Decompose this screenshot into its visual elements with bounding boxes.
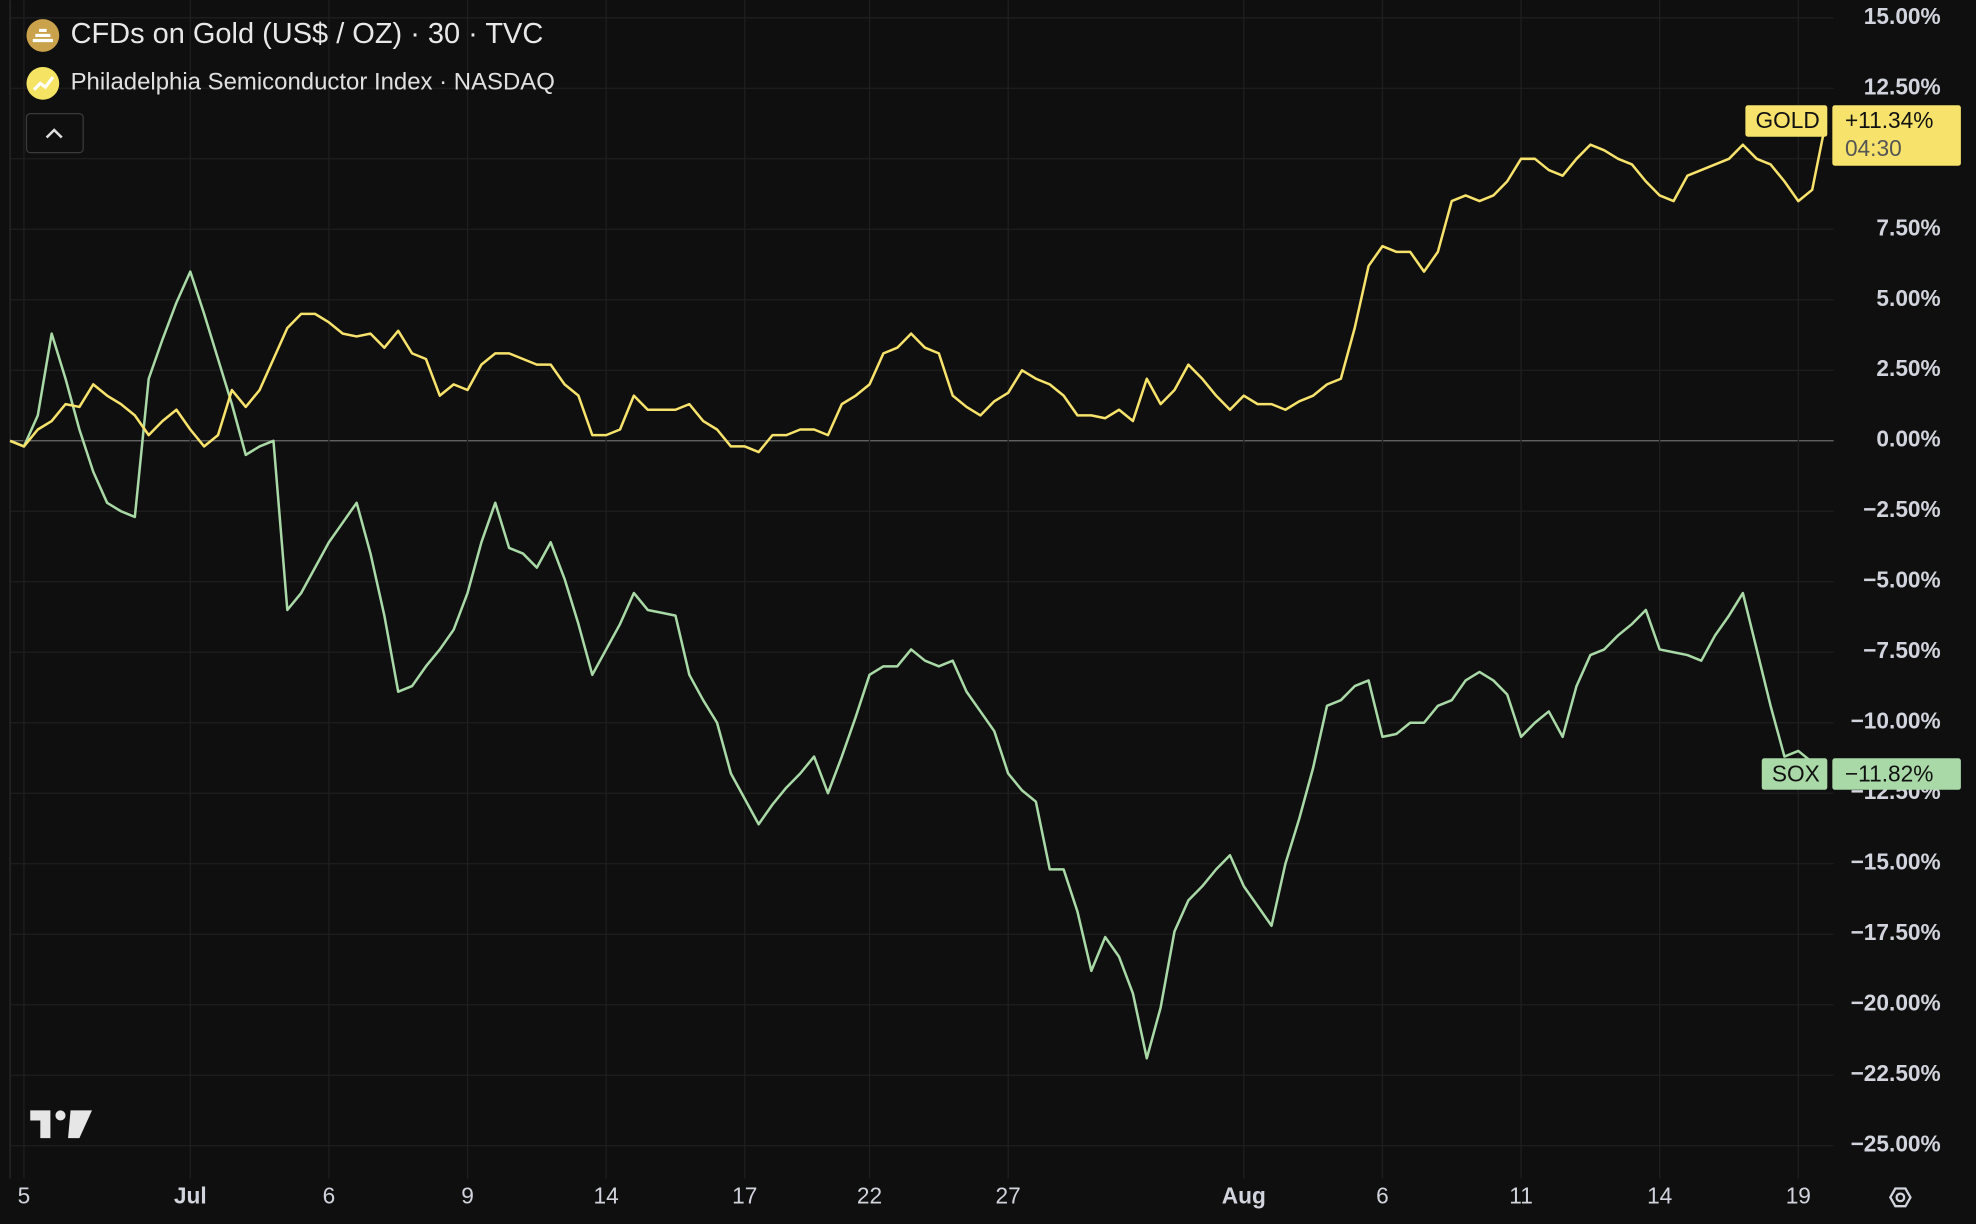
tv-logo [30,1110,92,1139]
x-tick-label: 22 [857,1182,882,1208]
legend-item[interactable]: Philadelphia Semiconductor Index · NASDA… [71,69,555,96]
y-tick-label: −17.50% [1851,919,1941,945]
x-tick-label: 6 [323,1182,336,1208]
y-tick-label: −20.00% [1851,990,1941,1016]
y-tick-label: −15.00% [1851,849,1941,875]
logo-part [55,1110,66,1121]
y-tick-label: −5.00% [1863,567,1941,593]
y-tick-label: 5.00% [1876,285,1940,311]
y-tick-label: 0.00% [1876,426,1940,452]
y-tick-label: 2.50% [1876,355,1940,381]
grid [10,0,1834,1179]
gear [1888,1187,1912,1208]
x-tick-label: 14 [594,1182,619,1208]
settings-button[interactable] [1888,1187,1912,1208]
countdown: 04:30 [1845,135,1902,161]
last-value-label: −11.82% [1845,760,1933,786]
y-tick-label: −10.00% [1851,708,1941,734]
last-value-tag [1832,758,1961,790]
collapse-icon [45,128,63,139]
x-tick-label: 5 [18,1182,31,1208]
logo-part [68,1110,92,1139]
series-name-tag [1745,105,1828,137]
y-tick-label: 7.50% [1876,214,1940,240]
logo-part [30,1110,51,1139]
y-tick-label: −2.50% [1863,496,1941,522]
y-tick-label: −22.50% [1851,1060,1941,1086]
y-tick-label: 15.00% [1864,3,1941,29]
legend-icon-glyph [32,28,53,43]
series-line [9,270,1827,1060]
x-tick-label: Jul [174,1182,207,1208]
gear-center [1895,1192,1906,1203]
y-tick-label: −7.50% [1863,637,1941,663]
labels: 15.00%12.50%10.00%7.50%5.00%2.50%0.00%−2… [18,3,1961,1208]
x-tick-label: 6 [1376,1182,1389,1208]
last-value-label: +11.34% [1845,107,1933,133]
series-name: GOLD [1755,107,1819,133]
legend-item[interactable]: CFDs on Gold (US$ / OZ) · 30 · TVC [71,18,544,50]
y-tick-label: 12.50% [1864,73,1941,99]
x-tick-label: 9 [461,1182,474,1208]
collapse-button[interactable] [25,112,84,154]
series-line [9,120,1828,454]
x-tick-label: 17 [732,1182,757,1208]
x-tick-label: Aug [1222,1182,1266,1208]
x-tick-label: 19 [1786,1182,1811,1208]
last-value-tag [1832,105,1961,166]
legend-icon-glyph [32,76,55,91]
series-name: SOX [1772,760,1820,786]
series-name-tag [1761,758,1828,790]
x-tick-label: 11 [1509,1182,1533,1208]
y-tick-label: −25.00% [1851,1131,1941,1157]
x-tick-label: 27 [996,1182,1021,1208]
x-tick-label: 14 [1647,1182,1672,1208]
legend: CFDs on Gold (US$ / OZ) · 30 · TVC Phila… [25,18,555,154]
plot [9,120,1828,1060]
